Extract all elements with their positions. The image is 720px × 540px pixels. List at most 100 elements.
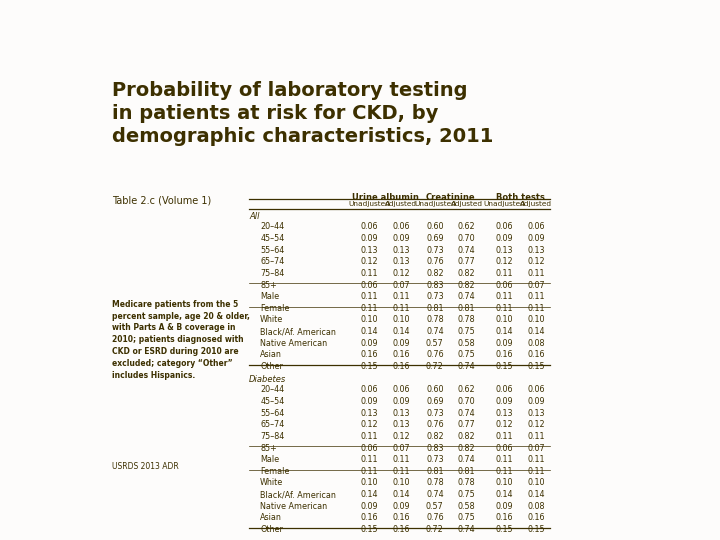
Text: 0.11: 0.11 [360, 467, 378, 476]
Text: Male: Male [260, 292, 279, 301]
Text: 0.10: 0.10 [392, 478, 410, 488]
Text: 0.06: 0.06 [360, 443, 378, 453]
Text: USRDS 2013 ADR: USRDS 2013 ADR [112, 462, 179, 471]
Text: 0.06: 0.06 [360, 280, 378, 289]
Text: 0.06: 0.06 [528, 222, 545, 231]
Text: Urine albumin: Urine albumin [352, 193, 418, 202]
Text: White: White [260, 315, 284, 325]
Text: 0.72: 0.72 [426, 362, 444, 371]
Text: 0.13: 0.13 [495, 246, 513, 254]
Text: 0.11: 0.11 [360, 269, 378, 278]
Text: 0.06: 0.06 [528, 386, 545, 394]
Text: 0.82: 0.82 [426, 432, 444, 441]
Text: 0.09: 0.09 [392, 397, 410, 406]
Text: 0.11: 0.11 [528, 292, 545, 301]
Text: 0.14: 0.14 [495, 490, 513, 499]
Text: 0.76: 0.76 [426, 257, 444, 266]
Text: 0.15: 0.15 [528, 525, 545, 534]
Text: Creatinine: Creatinine [426, 193, 475, 202]
Text: 0.06: 0.06 [495, 222, 513, 231]
Text: 0.16: 0.16 [392, 525, 410, 534]
Text: 0.11: 0.11 [495, 304, 513, 313]
Text: 0.13: 0.13 [528, 246, 545, 254]
Text: 0.83: 0.83 [426, 443, 444, 453]
Text: 0.83: 0.83 [426, 280, 444, 289]
Text: 0.11: 0.11 [392, 304, 410, 313]
Text: 20–44: 20–44 [260, 222, 284, 231]
Text: Adjusted: Adjusted [451, 201, 482, 207]
Text: 45–54: 45–54 [260, 397, 284, 406]
Text: 0.11: 0.11 [495, 455, 513, 464]
Text: 0.09: 0.09 [392, 339, 410, 348]
Text: 0.73: 0.73 [426, 292, 444, 301]
Text: 0.16: 0.16 [392, 362, 410, 371]
Text: Black/Af. American: Black/Af. American [260, 327, 336, 336]
Text: 0.74: 0.74 [458, 409, 475, 417]
Text: 0.73: 0.73 [426, 409, 444, 417]
Text: 0.10: 0.10 [495, 315, 513, 325]
Text: 0.14: 0.14 [360, 490, 378, 499]
Text: 0.78: 0.78 [458, 315, 475, 325]
Text: 0.11: 0.11 [495, 467, 513, 476]
Text: 0.10: 0.10 [392, 315, 410, 325]
Text: 0.13: 0.13 [392, 420, 410, 429]
Text: 0.07: 0.07 [392, 280, 410, 289]
Text: 0.11: 0.11 [392, 292, 410, 301]
Text: 0.06: 0.06 [495, 280, 513, 289]
Text: 0.82: 0.82 [458, 443, 475, 453]
Text: 0.10: 0.10 [528, 478, 545, 488]
Text: 0.13: 0.13 [495, 409, 513, 417]
Text: 0.15: 0.15 [528, 362, 545, 371]
Text: 0.81: 0.81 [426, 304, 444, 313]
Text: 0.62: 0.62 [458, 222, 475, 231]
Text: 0.14: 0.14 [495, 327, 513, 336]
Text: 0.13: 0.13 [360, 246, 378, 254]
Text: White: White [260, 478, 284, 488]
Text: Male: Male [260, 455, 279, 464]
Text: 0.15: 0.15 [495, 362, 513, 371]
Text: 0.10: 0.10 [360, 478, 378, 488]
Text: 0.09: 0.09 [495, 339, 513, 348]
Text: Other: Other [260, 362, 283, 371]
Text: 55–64: 55–64 [260, 246, 284, 254]
Text: 0.11: 0.11 [360, 304, 378, 313]
Text: 0.60: 0.60 [426, 222, 444, 231]
Text: 0.06: 0.06 [495, 386, 513, 394]
Text: 0.11: 0.11 [360, 455, 378, 464]
Text: Female: Female [260, 467, 289, 476]
Text: Unadjusted: Unadjusted [483, 201, 525, 207]
Text: 0.09: 0.09 [528, 397, 545, 406]
Text: Other: Other [260, 525, 283, 534]
Text: 0.16: 0.16 [528, 350, 545, 360]
Text: 0.06: 0.06 [360, 222, 378, 231]
Text: 0.16: 0.16 [360, 514, 378, 522]
Text: 0.09: 0.09 [495, 502, 513, 511]
Text: Unadjusted: Unadjusted [414, 201, 456, 207]
Text: 0.70: 0.70 [458, 234, 475, 243]
Text: 85+: 85+ [260, 443, 277, 453]
Text: 0.69: 0.69 [426, 397, 444, 406]
Text: 0.74: 0.74 [458, 292, 475, 301]
Text: Adjusted: Adjusted [385, 201, 418, 207]
Text: 0.75: 0.75 [458, 490, 475, 499]
Text: 0.09: 0.09 [392, 234, 410, 243]
Text: 0.07: 0.07 [528, 443, 545, 453]
Text: 0.09: 0.09 [360, 397, 378, 406]
Text: 0.74: 0.74 [426, 327, 444, 336]
Text: 0.16: 0.16 [360, 350, 378, 360]
Text: 0.76: 0.76 [426, 514, 444, 522]
Text: 0.11: 0.11 [528, 304, 545, 313]
Text: 0.82: 0.82 [426, 269, 444, 278]
Text: 0.78: 0.78 [426, 478, 444, 488]
Text: Probability of laboratory testing
in patients at risk for CKD, by
demographic ch: Probability of laboratory testing in pat… [112, 82, 494, 146]
Text: 0.10: 0.10 [360, 315, 378, 325]
Text: 0.14: 0.14 [528, 327, 545, 336]
Text: Adjusted: Adjusted [521, 201, 552, 207]
Text: 75–84: 75–84 [260, 269, 284, 278]
Text: 55–64: 55–64 [260, 409, 284, 417]
Text: 0.12: 0.12 [528, 420, 545, 429]
Text: 0.16: 0.16 [392, 514, 410, 522]
Text: 0.14: 0.14 [528, 490, 545, 499]
Text: 85+: 85+ [260, 280, 277, 289]
Text: 45–54: 45–54 [260, 234, 284, 243]
